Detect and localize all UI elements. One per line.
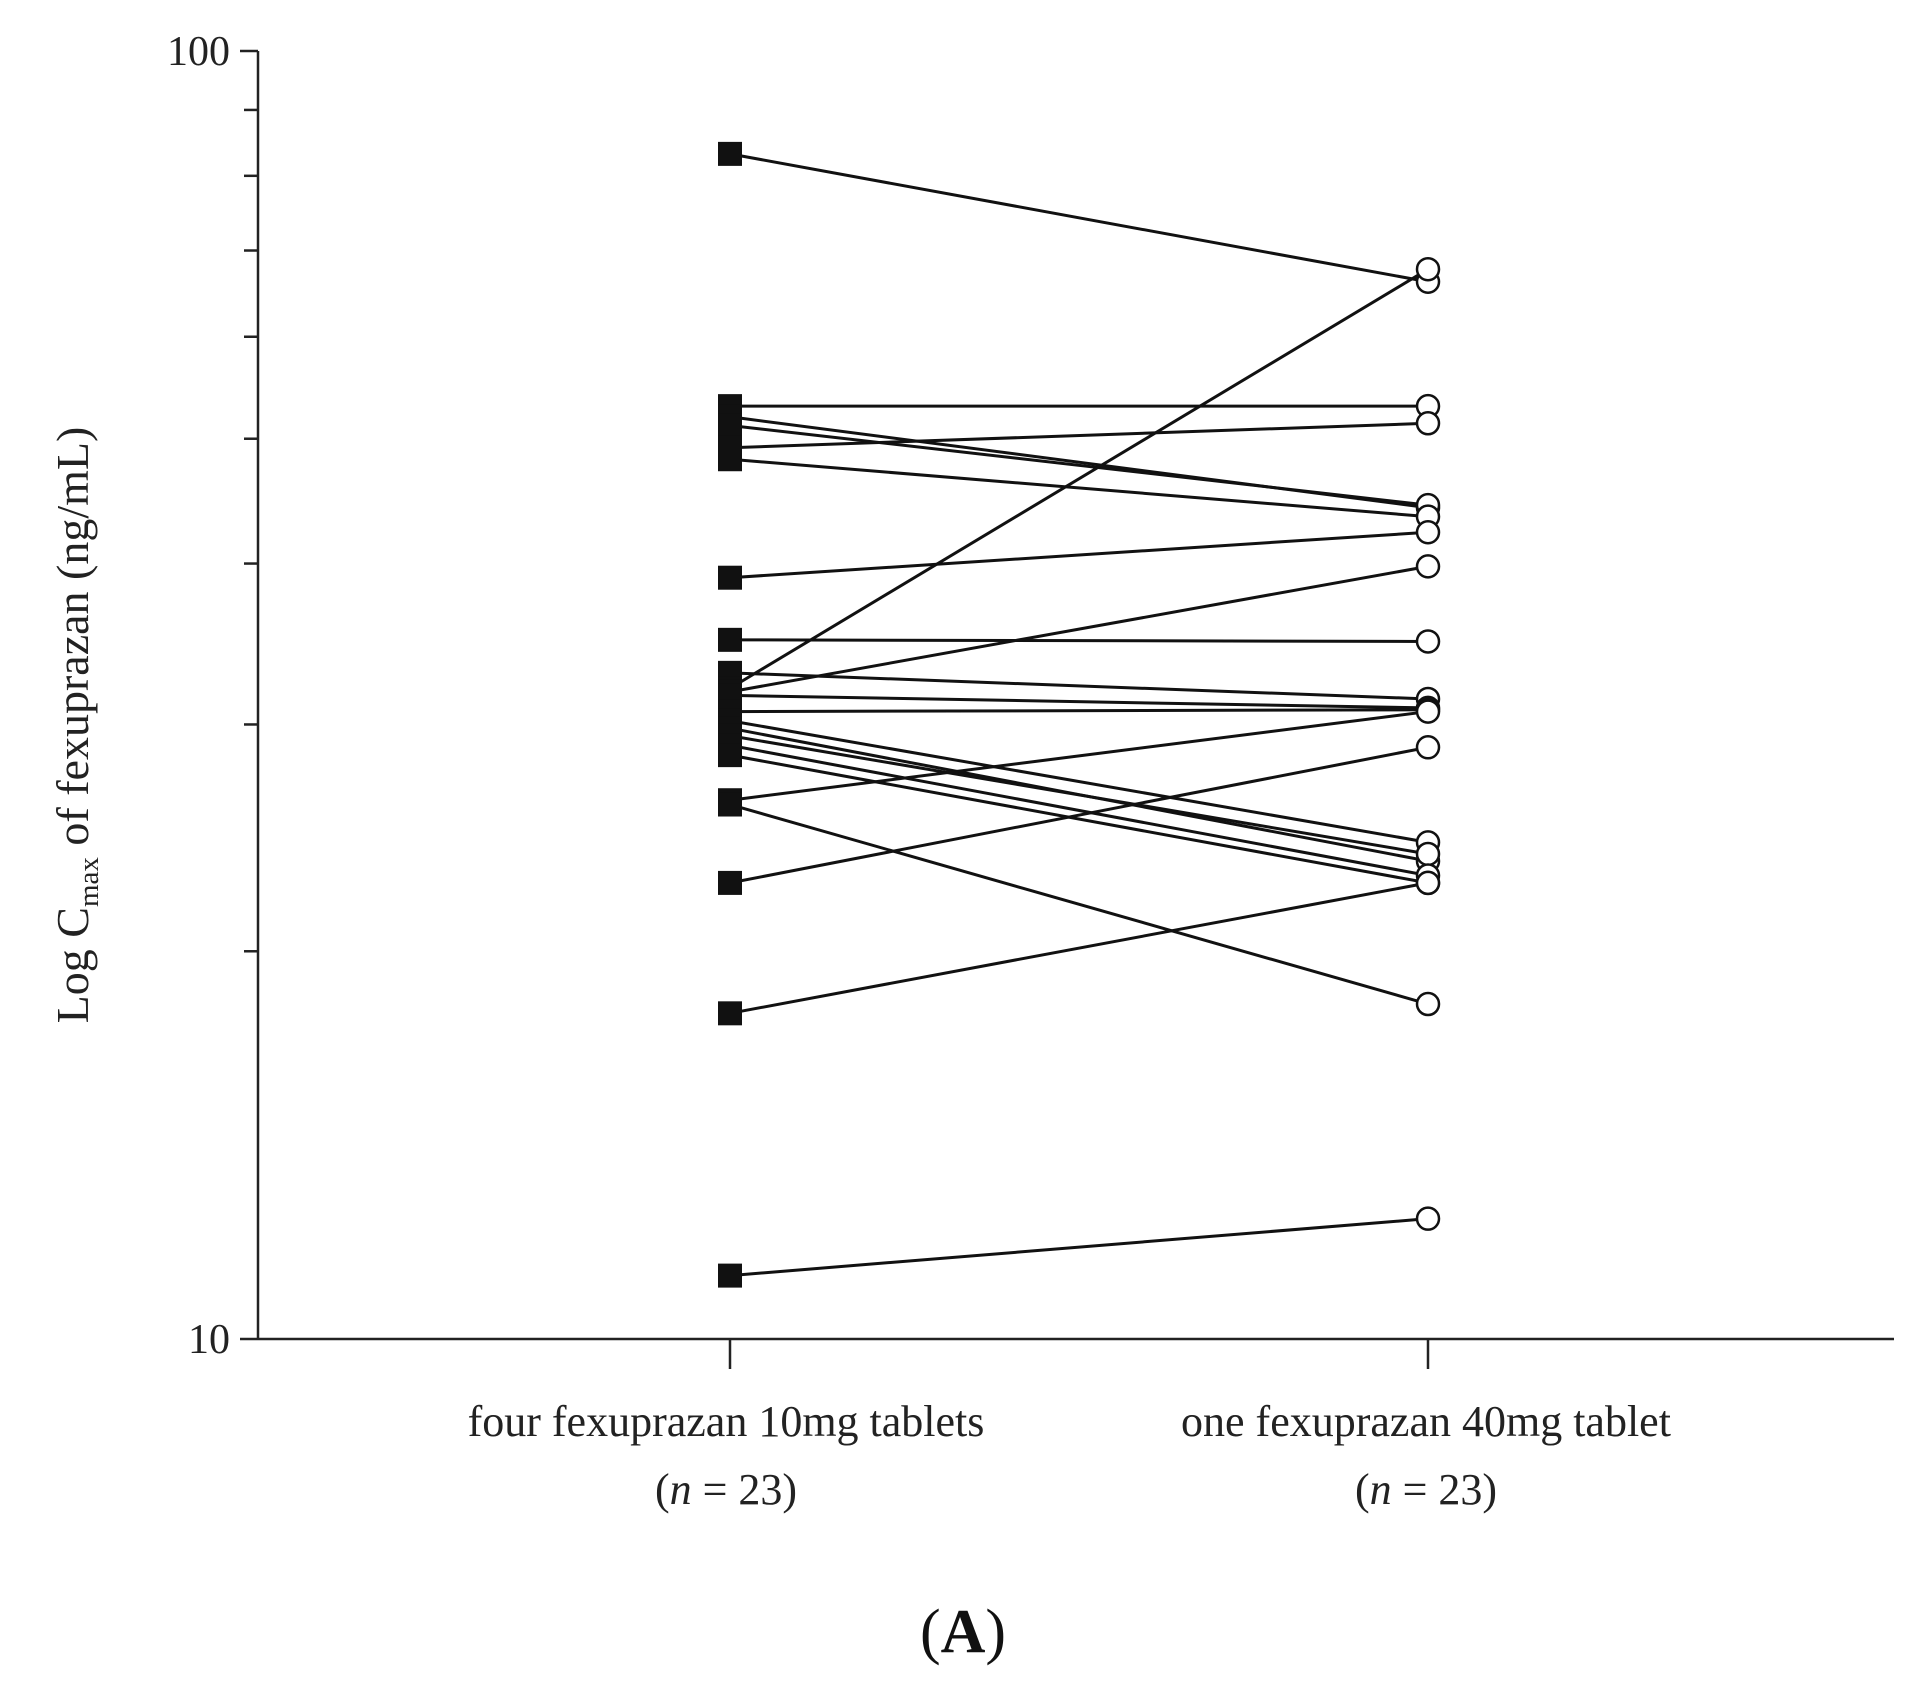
circle-marker-7 (1415, 520, 1441, 545)
subject-line-18 (729, 753, 1429, 885)
circle-marker-8 (1415, 629, 1441, 654)
subject-line-20 (729, 803, 1429, 1006)
circle-marker-10 (1415, 256, 1441, 282)
category-label-line1-1: one fexuprazan 40mg tablet (1181, 1397, 1671, 1446)
subject-line-13 (729, 708, 1429, 714)
category-n-open-0: ( (655, 1465, 670, 1514)
subject-line-14 (729, 719, 1429, 844)
subject-line-22 (729, 881, 1429, 1015)
square-marker-7 (718, 565, 742, 590)
circle-marker-23 (1415, 1206, 1441, 1231)
subject-line-4 (729, 423, 1429, 507)
subject-line-10 (729, 267, 1429, 690)
subject-line-17 (729, 743, 1429, 878)
subject-line-5 (729, 421, 1429, 450)
circle-marker-21 (1415, 735, 1441, 760)
square-marker-22 (718, 1001, 742, 1026)
category-n-var-1: n (1370, 1465, 1392, 1514)
circle-marker-19 (1415, 699, 1441, 724)
subject-markers (718, 141, 1441, 1288)
circle-marker-22 (1415, 870, 1441, 896)
subject-line-8 (729, 638, 1429, 643)
y-axis-label-prefix: Log C (47, 907, 98, 1023)
square-marker-4 (718, 413, 742, 438)
category-n-rest-1: = 23) (1392, 1465, 1497, 1514)
square-marker-1 (718, 141, 742, 166)
category-n-var-0: n (670, 1465, 692, 1514)
square-marker-20 (718, 792, 742, 817)
square-marker-8 (718, 627, 742, 652)
subject-line-12 (729, 693, 1429, 710)
category-label-n-0: (n = 23) (655, 1465, 797, 1514)
y-tick-label-0: 10 (188, 1317, 230, 1363)
square-marker-18 (718, 743, 742, 768)
subject-line-1 (729, 152, 1429, 284)
circle-marker-11 (1415, 554, 1441, 579)
y-axis-label: Log Cmax of fexuprazan (ng/mL) (47, 427, 105, 1024)
circle-marker-5 (1415, 411, 1441, 436)
chart-text: Log Cmax of fexuprazan (ng/mL) four fexu… (47, 427, 1671, 1666)
circle-marker-16 (1415, 841, 1441, 867)
y-axis-label-suffix: of fexuprazan (ng/mL) (47, 427, 98, 857)
category-label-line1-0: four fexuprazan 10mg tablets (468, 1397, 985, 1446)
subject-line-19 (729, 710, 1429, 802)
panel-label: (A) (920, 1598, 1006, 1666)
panel-label-close: ) (985, 1598, 1006, 1666)
y-axis-label-subscript: max (73, 857, 105, 907)
subject-line-11 (729, 564, 1429, 694)
axes: 10 100 (167, 29, 1894, 1369)
category-n-rest-0: = 23) (692, 1465, 797, 1514)
subject-line-21 (729, 745, 1429, 885)
circle-marker-20 (1415, 991, 1441, 1017)
square-marker-6 (718, 447, 742, 472)
y-tick-label-9: 100 (167, 29, 230, 75)
category-label-n-1: (n = 23) (1355, 1465, 1497, 1514)
category-n-open-1: ( (1355, 1465, 1370, 1514)
subject-lines (729, 152, 1429, 1278)
subject-line-6 (729, 457, 1429, 519)
square-marker-23 (718, 1263, 742, 1288)
subject-line-23 (729, 1217, 1429, 1278)
panel-label-letter: A (941, 1598, 986, 1666)
panel-label-open: ( (920, 1598, 941, 1666)
subject-line-16 (729, 734, 1429, 856)
subject-line-9 (729, 671, 1429, 701)
subject-line-7 (729, 530, 1429, 580)
square-marker-21 (718, 870, 742, 895)
